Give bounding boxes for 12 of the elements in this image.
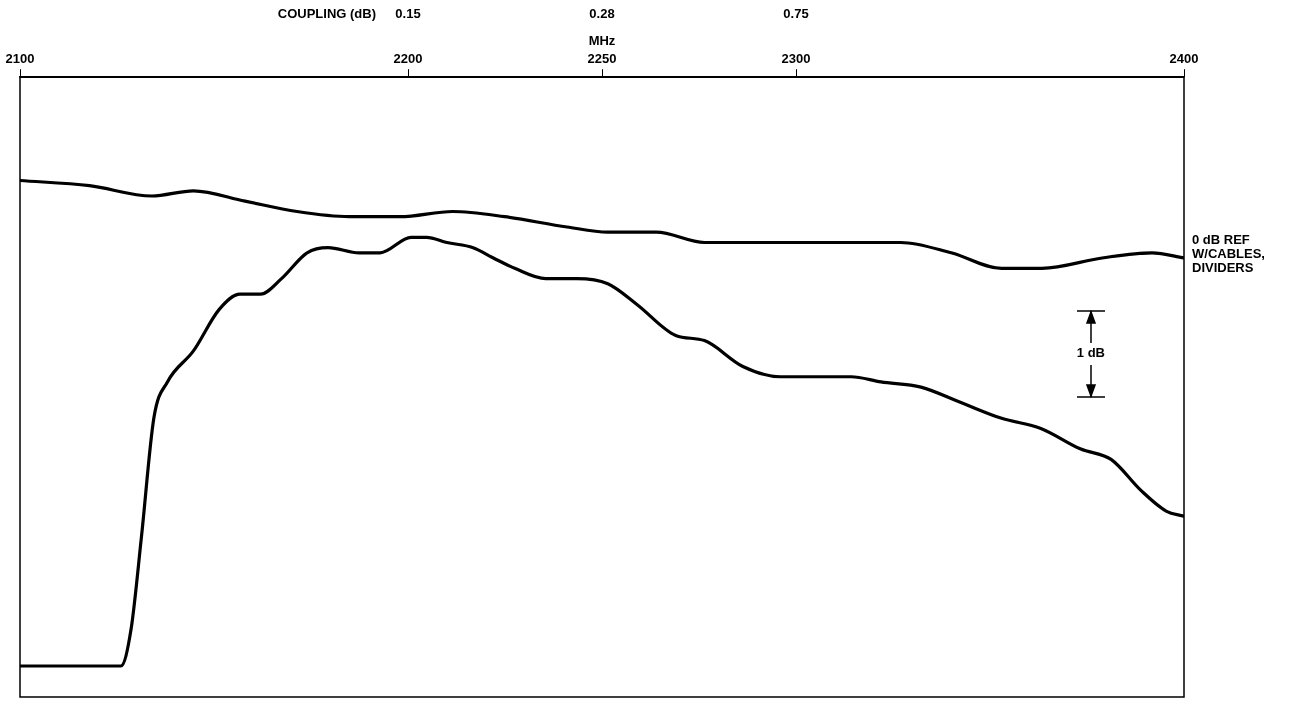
x-tick-label: 2300 xyxy=(781,50,811,66)
x-tick-label: 2100 xyxy=(5,50,35,66)
x-tick-label: 2200 xyxy=(393,50,423,66)
text: COUPLING (dB) xyxy=(277,5,376,21)
x-tick-label: 2400 xyxy=(1169,50,1199,66)
text: 0.75 xyxy=(783,5,809,21)
text: 0.15 xyxy=(395,5,421,21)
annotation: 1 dB xyxy=(1076,345,1105,361)
x-axis-title: MHz xyxy=(588,33,616,49)
annotation: 0 dB REF W/CABLES, DIVIDERS xyxy=(1192,231,1265,275)
text: 0.28 xyxy=(589,5,615,21)
x-tick-label: 2250 xyxy=(587,50,617,66)
